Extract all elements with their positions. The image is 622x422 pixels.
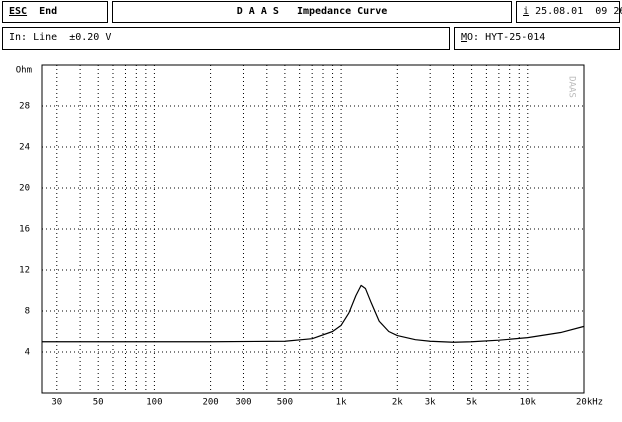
x-tick-label: 50 [93,398,104,408]
datetime: 25.08.01 09 26 [535,6,622,17]
y-tick-label: 8 [25,307,30,317]
esc-key[interactable]: ESC [9,6,28,17]
y-axis-label: Ohm [16,66,32,76]
x-tick-label: 1k [336,398,347,408]
esc-box: ESC End [2,1,108,23]
input-box: In: Line ±0.20 V [2,27,450,50]
info-key[interactable]: i [523,6,530,17]
y-tick-label: 24 [19,143,30,153]
x-tick-label: 10k [520,398,537,408]
x-tick-label: 500 [277,398,293,408]
watermark: DAAS [567,76,577,98]
x-tick-label: 30 [51,398,62,408]
x-tick-label: 100 [146,398,162,408]
x-tick-label: 5k [466,398,477,408]
input: In: Line ±0.20 V [9,32,112,43]
title: D A A S Impedance Curve [112,1,512,23]
y-tick-label: 20 [19,184,30,194]
y-tick-label: 12 [19,266,30,276]
y-tick-label: 4 [25,348,30,358]
x-tick-label: 2k [392,398,403,408]
mo-key[interactable]: MO: [461,32,480,43]
impedance-curve [42,284,585,343]
x-tick-label: 300 [235,398,251,408]
date-box: i 25.08.01 09 26 [516,1,622,23]
end-label: End [39,6,58,17]
y-tick-label: 28 [19,102,30,112]
x-tick-label: 3k [425,398,436,408]
model: HYT-25-014 [485,32,546,43]
model-box: MO: HYT-25-014 [454,27,620,50]
x-tick-label: 20kHz [576,398,603,408]
y-tick-label: 16 [19,225,30,235]
x-tick-label: 200 [202,398,218,408]
